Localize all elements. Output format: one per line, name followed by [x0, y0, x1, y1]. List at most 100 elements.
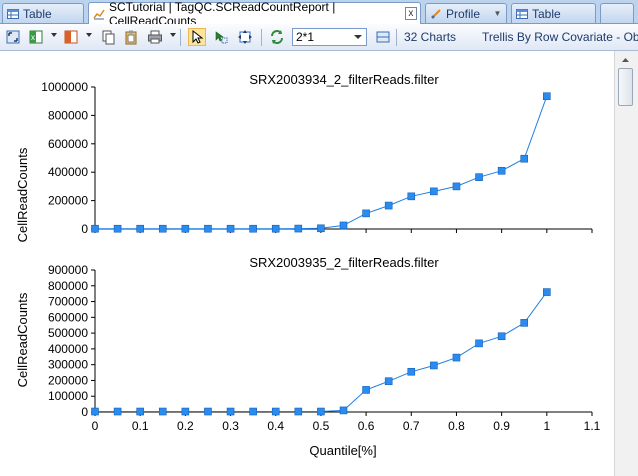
table-icon	[7, 8, 19, 19]
x-tick-label: 0.4	[267, 419, 284, 433]
data-point[interactable]	[249, 224, 257, 233]
tab-overflow[interactable]	[600, 3, 634, 23]
y-tick-label: 800000	[48, 279, 88, 293]
document-tab-strip: Table SCTutorial | TagQC.SCReadCountRepo…	[0, 0, 638, 28]
data-point[interactable]	[407, 367, 416, 376]
scrollbar-thumb[interactable]	[618, 68, 633, 106]
data-point[interactable]	[249, 407, 257, 416]
x-tick-label: 0.2	[177, 419, 194, 433]
data-point[interactable]	[452, 182, 461, 191]
chart-area: SRX2003934_2_filterReads.filter CellRead…	[0, 51, 614, 476]
copy-button[interactable]	[99, 28, 117, 46]
data-point[interactable]	[204, 224, 212, 233]
chevron-down-icon[interactable]	[354, 35, 362, 39]
data-point[interactable]	[294, 407, 303, 416]
data-point[interactable]	[226, 224, 235, 233]
refresh-button[interactable]	[268, 28, 286, 46]
data-point[interactable]	[91, 224, 99, 233]
data-point[interactable]	[362, 386, 370, 394]
chevron-down-icon[interactable]	[51, 33, 57, 37]
chevron-down-icon[interactable]	[86, 33, 92, 37]
vertical-scrollbar[interactable]	[614, 51, 638, 476]
data-point[interactable]	[452, 353, 461, 362]
y-tick-label: 400000	[48, 342, 88, 356]
data-point[interactable]	[497, 332, 506, 341]
scroll-up-icon[interactable]	[618, 53, 633, 68]
data-point[interactable]	[158, 407, 167, 416]
data-point[interactable]	[317, 224, 325, 233]
y-tick-label: 300000	[48, 358, 88, 372]
data-point[interactable]	[475, 173, 483, 181]
data-point[interactable]	[430, 187, 438, 196]
chart-panel-1: SRX2003934_2_filterReads.filter CellRead…	[15, 72, 593, 242]
x-tick-label: 0.9	[493, 419, 510, 433]
data-point[interactable]	[136, 224, 144, 233]
x-tick-label: 1.1	[584, 419, 601, 433]
y-tick-label: 0	[81, 222, 88, 236]
data-point[interactable]	[543, 92, 551, 101]
close-tab-button[interactable]: x	[404, 7, 417, 20]
data-point[interactable]	[181, 224, 190, 233]
data-point[interactable]	[271, 224, 280, 233]
data-point[interactable]	[475, 339, 483, 348]
data-point[interactable]	[339, 406, 348, 415]
trellis-label: Trellis By Row Covariate - Obser	[482, 30, 638, 44]
chart-panel-2: SRX2003935_2_filterReads.filter CellRead…	[15, 255, 601, 458]
tab-table-2[interactable]: Table	[511, 3, 596, 23]
zoom-select-button[interactable]	[212, 28, 230, 46]
data-point[interactable]	[226, 407, 235, 416]
y-tick-label: 200000	[48, 373, 88, 387]
tab-profile[interactable]: Profile ▼	[425, 3, 507, 23]
data-point[interactable]	[543, 288, 551, 296]
chevron-down-icon[interactable]: ▼	[493, 9, 502, 18]
data-point[interactable]	[384, 377, 393, 386]
trellis-layout-button[interactable]	[374, 28, 392, 46]
x-tick-label: 0.6	[358, 419, 375, 433]
x-tick-label: 1	[543, 419, 550, 433]
layout-value: 2*1	[296, 30, 315, 44]
x-tick-label: 0.5	[313, 419, 330, 433]
export-excel-button[interactable]: x	[27, 28, 45, 46]
data-point[interactable]	[136, 407, 144, 416]
data-point[interactable]	[407, 192, 416, 201]
fit-chart-button[interactable]	[4, 28, 22, 46]
select-pointer-button[interactable]	[188, 28, 206, 46]
y-axis-label: CellReadCounts	[15, 292, 30, 387]
fit-icon	[6, 30, 20, 44]
data-point[interactable]	[113, 224, 122, 233]
excel-icon: x	[29, 30, 43, 44]
data-point[interactable]	[294, 224, 303, 233]
tab-label: Table	[23, 6, 52, 21]
zoom-to-fit-button[interactable]	[236, 28, 254, 46]
data-point[interactable]	[384, 201, 393, 210]
data-point[interactable]	[317, 407, 325, 416]
toolbar-divider	[180, 29, 181, 46]
y-tick-label: 400000	[48, 165, 88, 179]
export-ppt-button[interactable]	[62, 28, 80, 46]
data-point[interactable]	[113, 407, 122, 416]
chevron-down-icon[interactable]	[170, 33, 176, 37]
y-tick-label: 600000	[48, 310, 88, 324]
data-point[interactable]	[204, 407, 212, 416]
data-point[interactable]	[339, 221, 348, 230]
tab-cellreadcounts[interactable]: SCTutorial | TagQC.SCReadCountReport | C…	[88, 0, 421, 28]
paste-button[interactable]	[122, 28, 140, 46]
x-tick-label: 0	[92, 419, 99, 433]
data-point[interactable]	[271, 407, 280, 416]
data-point[interactable]	[158, 224, 167, 233]
tab-table-1[interactable]: Table	[2, 3, 84, 23]
x-tick-label: 0.8	[448, 419, 465, 433]
data-point[interactable]	[520, 154, 529, 163]
y-tick-label: 1000000	[41, 80, 88, 94]
data-point[interactable]	[497, 166, 506, 175]
data-point[interactable]	[430, 361, 438, 370]
data-point[interactable]	[91, 407, 99, 416]
data-point[interactable]	[181, 407, 190, 416]
layout-combo[interactable]: 2*1	[292, 28, 367, 46]
chart-icon	[93, 9, 105, 19]
data-point[interactable]	[362, 209, 370, 218]
data-point[interactable]	[520, 319, 529, 327]
series-line	[95, 291, 548, 412]
table-icon	[516, 8, 528, 19]
print-button[interactable]	[146, 28, 164, 46]
